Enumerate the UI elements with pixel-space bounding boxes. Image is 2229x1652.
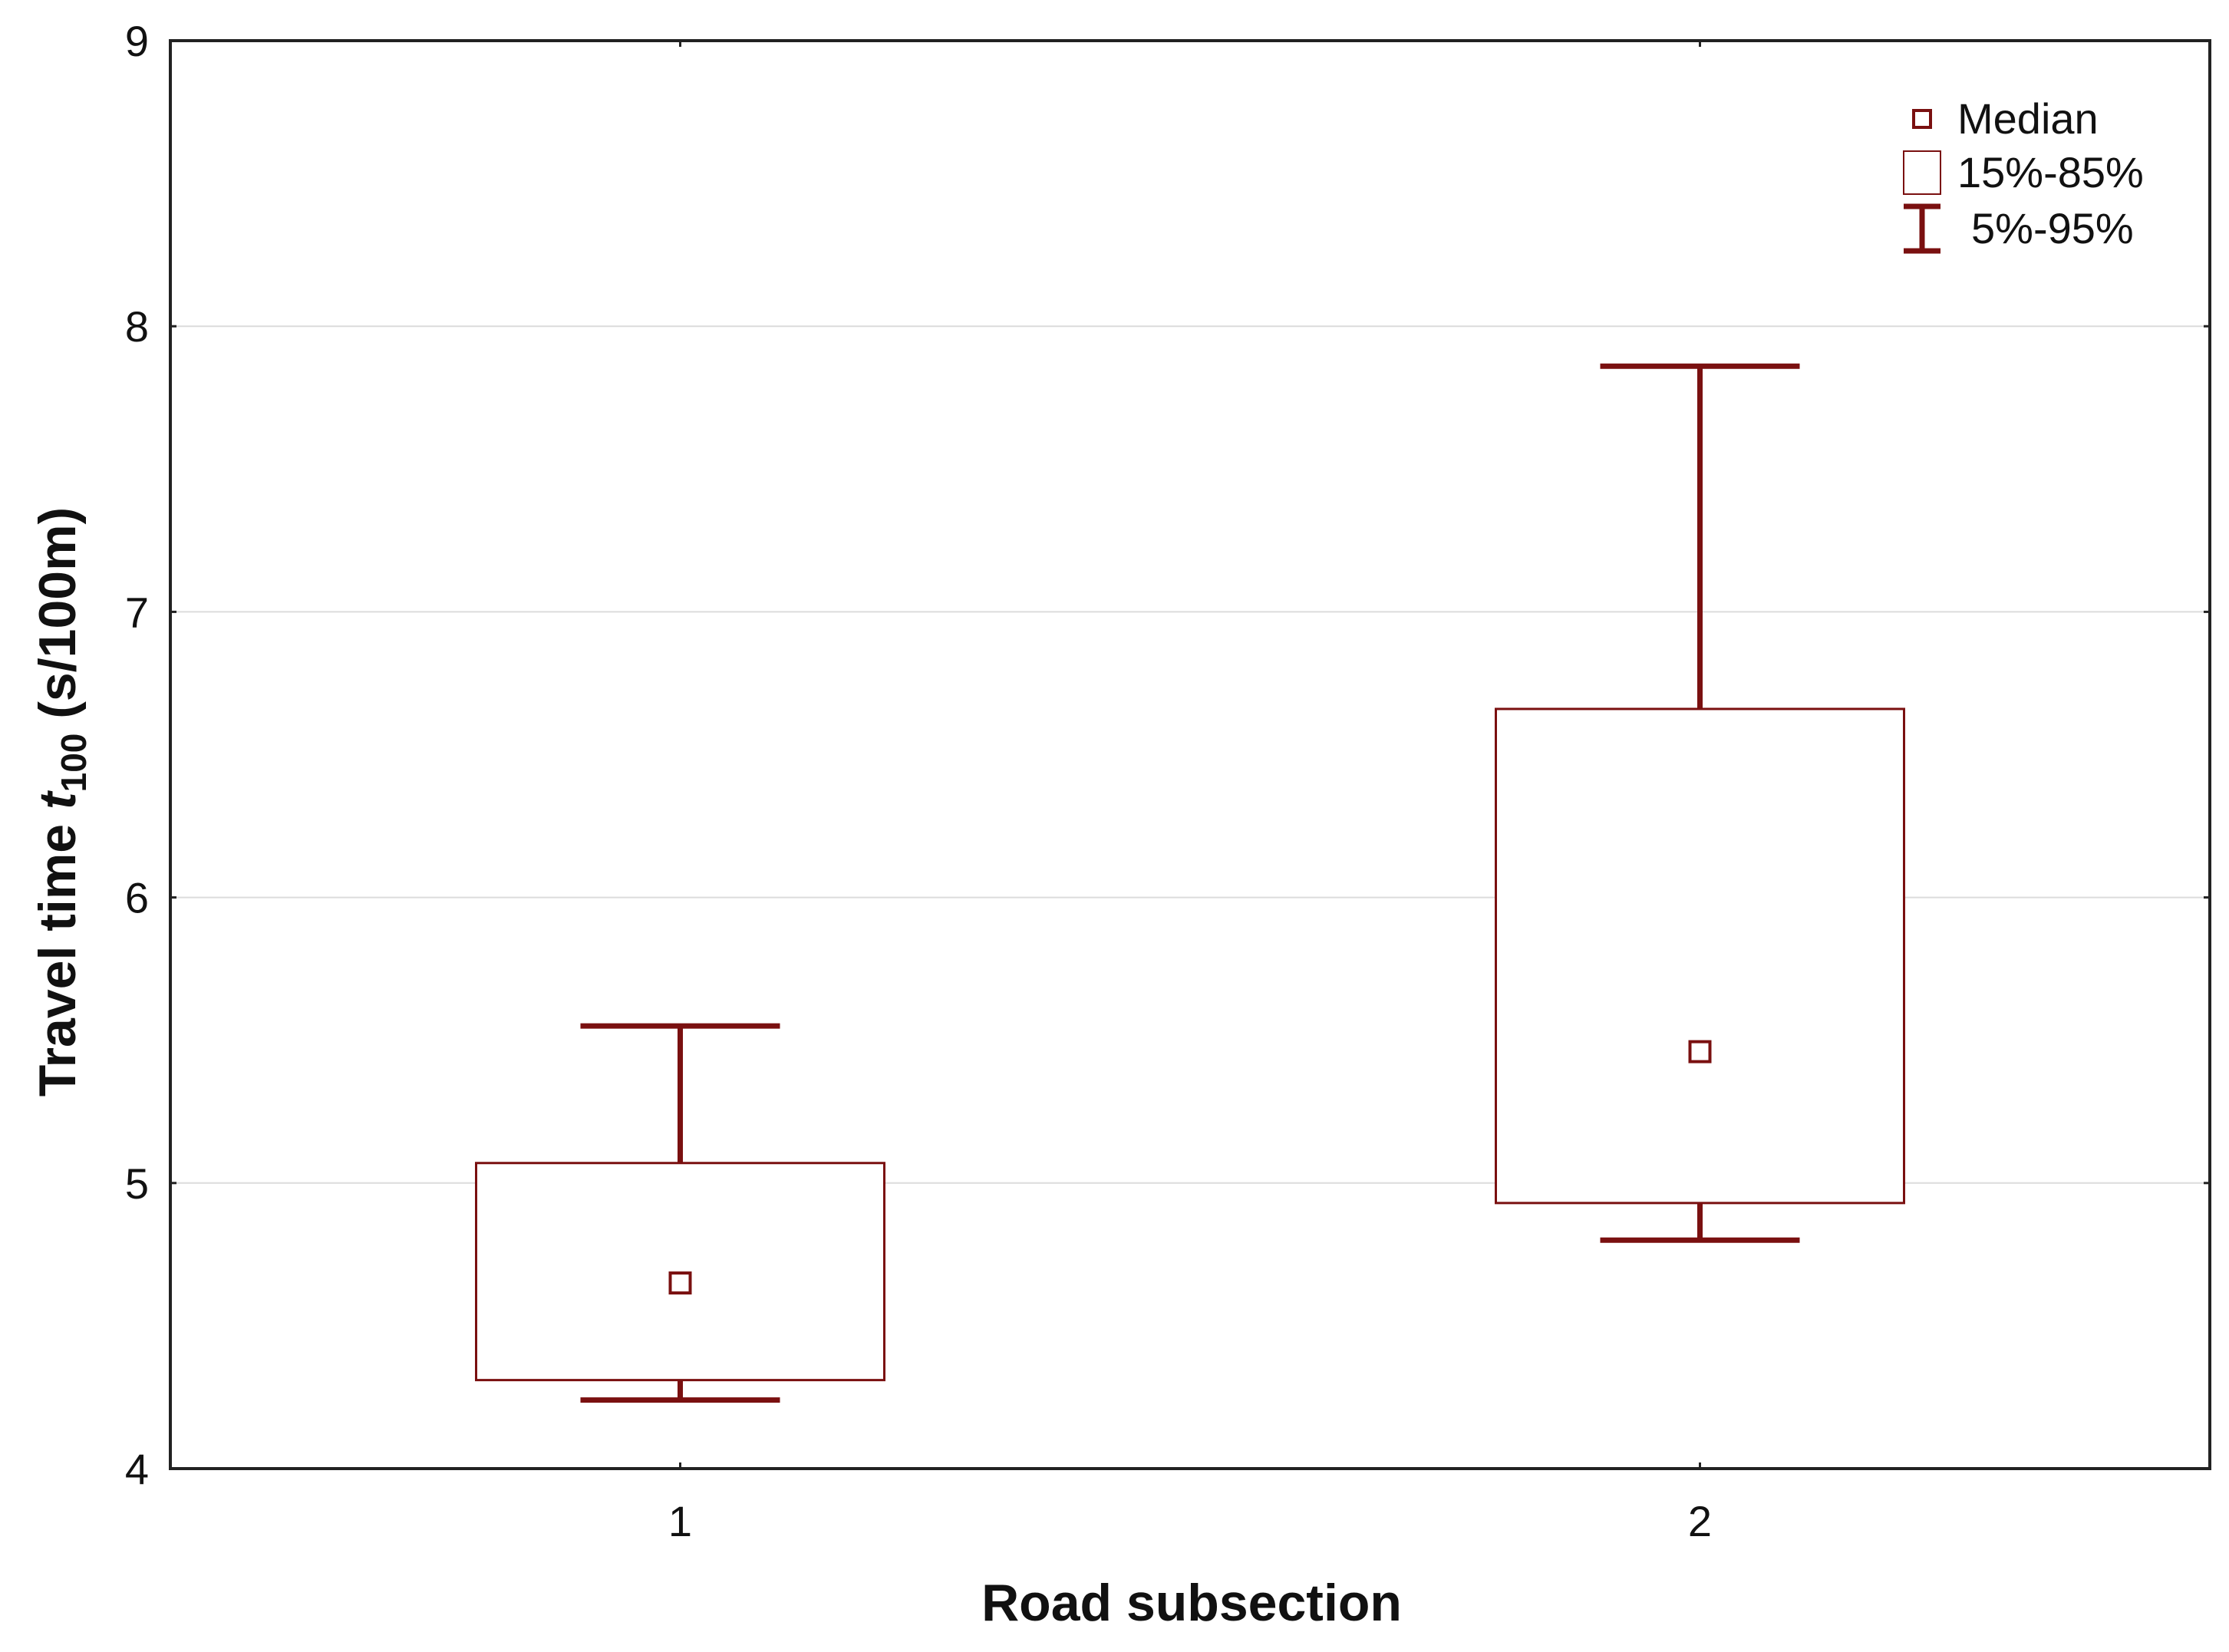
legend-median-symbol — [1912, 109, 1932, 129]
y-axis-label-subscript: 100 — [54, 734, 94, 793]
legend: Median 15%-85% 5%-95% — [1903, 94, 2144, 254]
y-tick-label-5: 5 — [125, 1159, 149, 1208]
y-tick-label-7: 7 — [125, 588, 149, 636]
legend-label-2: 5%-95% — [1971, 204, 2134, 252]
axis-labels: Road subsection Travel time t100 (s/100m… — [28, 507, 1402, 1632]
box-group-2 — [1495, 363, 1905, 1243]
box-group-1 — [475, 1023, 885, 1403]
legend-item-0: Median — [1912, 94, 2099, 143]
legend-label-0: Median — [1957, 94, 2099, 143]
y-axis-label-suffix: (s/100m) — [28, 507, 87, 734]
y-tick-label-6: 6 — [125, 874, 149, 922]
median-marker-2 — [1688, 1040, 1712, 1063]
median-marker-1 — [668, 1271, 692, 1295]
legend-label-1: 15%-85% — [1957, 148, 2144, 196]
y-axis-label-prefix: Travel time — [28, 810, 87, 1096]
y-tick-label-8: 8 — [125, 302, 149, 351]
legend-item-1: 15%-85% — [1903, 148, 2144, 196]
plot-frame — [169, 39, 2211, 1470]
y-axis-label-symbol: t — [28, 790, 87, 810]
x-axis-label: Road subsection — [981, 1574, 1402, 1632]
legend-item-2: 5%-95% — [1904, 203, 2134, 254]
legend-box-symbol — [1903, 150, 1941, 195]
x-tick-label-1: 1 — [668, 1497, 692, 1545]
box-15-85-2 — [1495, 707, 1905, 1205]
y-tick-label-4: 4 — [125, 1445, 149, 1493]
y-axis-label: Travel time t100 (s/100m) — [28, 507, 94, 1096]
plot-area — [475, 363, 1905, 1403]
y-tick-label-9: 9 — [125, 17, 149, 65]
axes: 4 5 6 7 8 9 1 2 — [125, 17, 2211, 1545]
x-tick-label-2: 2 — [1688, 1497, 1712, 1545]
